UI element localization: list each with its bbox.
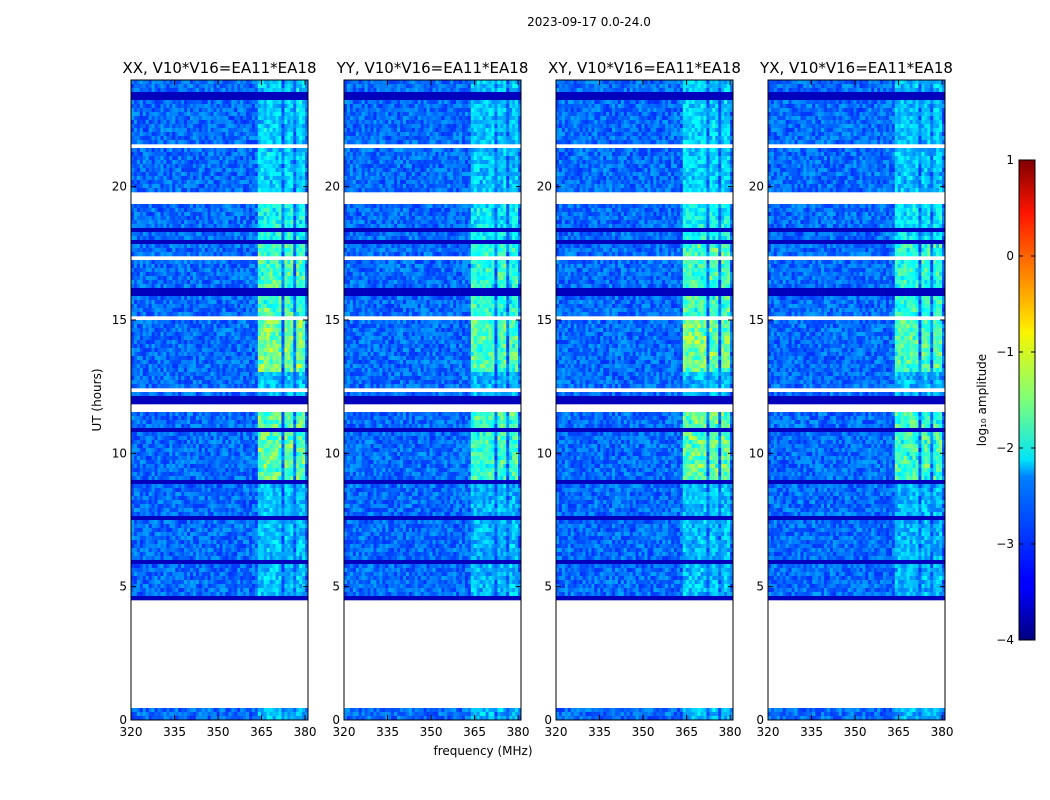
y-tick-label: 15 [325, 313, 340, 327]
panel-title: YY, V10*V16=EA11*EA18 [336, 59, 529, 77]
y-tick-label: 0 [119, 713, 127, 727]
panel-3: YX, V10*V16=EA11*EA18 320 335 350 365 380 0 5 10… [749, 59, 954, 739]
y-tick-label: 10 [325, 446, 340, 460]
y-tick-label: 20 [749, 180, 764, 194]
x-tick-label: 380 [507, 725, 530, 739]
x-tick-label: 365 [250, 725, 273, 739]
y-tick-label: 20 [537, 180, 552, 194]
x-tick-label: 380 [931, 725, 954, 739]
y-tick-label: 5 [756, 580, 764, 594]
colorbar: −4 −3 −2 −1 0 1 log₁₀ amplitude [975, 153, 1035, 647]
colorbar-tick-label: 0 [1006, 249, 1014, 263]
figure: 2023-09-17 0.0-24.0 XX, V10*V16=EA11*EA1… [0, 0, 1050, 800]
x-tick-label: 350 [844, 725, 867, 739]
colorbar-tick-label: −3 [996, 537, 1014, 551]
suptitle: 2023-09-17 0.0-24.0 [527, 15, 651, 29]
colorbar-label: log₁₀ amplitude [975, 354, 989, 446]
panel-title: XY, V10*V16=EA11*EA18 [548, 59, 741, 77]
x-tick-label: 350 [207, 725, 230, 739]
spectrogram [131, 80, 308, 720]
x-tick-label: 365 [463, 725, 486, 739]
y-tick-label: 10 [112, 446, 127, 460]
x-tick-label: 365 [675, 725, 698, 739]
colorbar-tick-label: −2 [996, 441, 1014, 455]
spectrogram [556, 80, 733, 720]
y-tick-label: 0 [332, 713, 340, 727]
x-tick-label: 335 [588, 725, 611, 739]
y-axis-label: UT (hours) [90, 368, 104, 431]
y-tick-label: 20 [112, 180, 127, 194]
panel-0: XX, V10*V16=EA11*EA18 320 335 350 365 380 0 5 10… [112, 59, 317, 739]
y-tick-label: 15 [537, 313, 552, 327]
colorbar-tick-label: 1 [1006, 153, 1014, 167]
spectrogram [768, 80, 945, 720]
x-tick-label: 380 [294, 725, 317, 739]
spectrogram [344, 80, 521, 720]
y-tick-label: 15 [749, 313, 764, 327]
panel-1: YY, V10*V16=EA11*EA18 320 335 350 365 380 0 5 10… [325, 59, 530, 739]
y-tick-label: 10 [749, 446, 764, 460]
x-tick-label: 320 [545, 725, 568, 739]
y-tick-label: 0 [544, 713, 552, 727]
y-tick-label: 5 [544, 580, 552, 594]
panel-title: YX, V10*V16=EA11*EA18 [759, 59, 953, 77]
x-tick-label: 335 [376, 725, 399, 739]
colorbar-tick-label: −4 [996, 633, 1014, 647]
y-tick-label: 5 [332, 580, 340, 594]
x-tick-label: 380 [719, 725, 742, 739]
x-axis-label: frequency (MHz) [433, 744, 532, 758]
x-tick-label: 320 [757, 725, 780, 739]
x-tick-label: 335 [800, 725, 823, 739]
y-tick-label: 10 [537, 446, 552, 460]
y-tick-label: 0 [756, 713, 764, 727]
colorbar-gradient [1019, 160, 1035, 640]
y-tick-label: 5 [119, 580, 127, 594]
x-tick-label: 320 [120, 725, 143, 739]
x-tick-label: 350 [632, 725, 655, 739]
y-tick-label: 15 [112, 313, 127, 327]
colorbar-tick-label: −1 [996, 345, 1014, 359]
x-tick-label: 350 [420, 725, 443, 739]
x-tick-label: 320 [333, 725, 356, 739]
y-tick-label: 20 [325, 180, 340, 194]
panel-2: XY, V10*V16=EA11*EA18 320 335 350 365 380 0 5 10… [537, 59, 742, 739]
x-tick-label: 335 [163, 725, 186, 739]
panel-title: XX, V10*V16=EA11*EA18 [122, 59, 316, 77]
x-tick-label: 365 [887, 725, 910, 739]
